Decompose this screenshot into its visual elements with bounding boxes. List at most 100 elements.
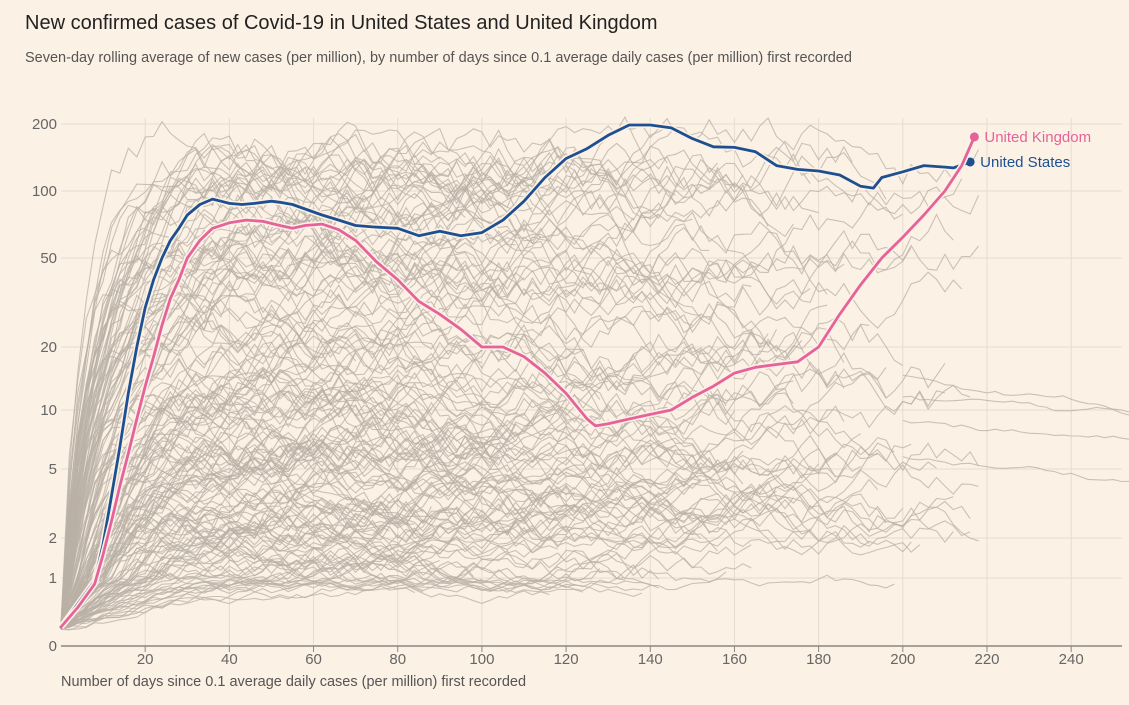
other-country-line [60, 251, 466, 628]
other-country-line [60, 332, 887, 630]
other-country-line [60, 129, 963, 629]
y-tick-label: 0 [49, 638, 57, 655]
axes: 0 1 2 5 10 20 50 100 200 20 40 60 80 100 120 140 160 180 2… [32, 116, 1122, 668]
other-country-line [60, 425, 744, 629]
other-country-line [60, 341, 786, 629]
other-country-line [902, 456, 1129, 483]
other-country-line [60, 214, 710, 630]
united-kingdom-label: United Kingdom [984, 129, 1091, 146]
other-country-line [60, 576, 643, 628]
other-country-line [60, 497, 954, 629]
x-tick-label: 20 [137, 651, 154, 668]
other-country-line [902, 419, 1129, 440]
y-tick-label: 100 [32, 183, 57, 200]
other-country-line [60, 429, 517, 626]
y-tick-label: 2 [49, 530, 57, 547]
other-country-line [902, 395, 1129, 413]
other-country-line [60, 477, 794, 628]
x-tick-label: 40 [221, 651, 238, 668]
other-country-line [60, 511, 811, 627]
other-country-line [60, 338, 357, 629]
y-tick-label: 50 [40, 250, 57, 267]
other-country-line [60, 432, 979, 630]
other-country-line [902, 374, 1129, 416]
united-states-label: United States [980, 154, 1070, 171]
other-country-line [60, 186, 533, 629]
other-country-line [60, 426, 676, 629]
other-country-line [60, 362, 946, 627]
other-country-line [60, 435, 483, 628]
x-tick-label: 120 [554, 651, 579, 668]
x-tick-label: 200 [890, 651, 915, 668]
other-country-line [60, 313, 769, 625]
other-country-line [60, 491, 887, 626]
x-tick-label: 140 [638, 651, 663, 668]
other-country-line [60, 170, 744, 625]
other-country-line [60, 387, 861, 628]
other-country-line [60, 530, 558, 626]
other-country-line [60, 350, 609, 625]
other-country-line [60, 292, 449, 627]
other-country-line [60, 176, 819, 629]
y-tick-label: 200 [32, 116, 57, 133]
other-country-line [60, 117, 853, 626]
other-country-line [60, 519, 752, 629]
y-tick-label: 1 [49, 570, 57, 587]
other-country-line [60, 246, 828, 630]
other-country-line [60, 274, 870, 630]
other-country-line [60, 508, 912, 626]
other-country-line [60, 549, 659, 627]
other-country-line [60, 372, 971, 629]
other-country-line [60, 386, 735, 626]
other-country-line [60, 496, 954, 626]
other-country-line [60, 535, 440, 628]
other-country-line [60, 564, 660, 629]
chart-subtitle: Seven-day rolling average of new cases (… [25, 50, 852, 66]
x-tick-label: 80 [389, 651, 406, 668]
y-tick-label: 20 [40, 339, 57, 356]
x-tick-label: 100 [469, 651, 494, 668]
other-country-line [60, 128, 668, 626]
other-country-line [60, 554, 601, 626]
other-country-line [60, 267, 828, 629]
other-country-line [60, 227, 508, 625]
united-states-endpoint [965, 157, 975, 167]
other-country-line [60, 442, 861, 630]
other-country-line [60, 210, 760, 627]
other-country-line [60, 155, 559, 628]
other-country-line [60, 444, 777, 628]
other-country-line [60, 221, 912, 630]
other-country-line [60, 388, 845, 625]
other-countries-lines [60, 115, 1129, 631]
x-axis-label: Number of days since 0.1 average daily c… [61, 674, 527, 690]
x-tick-label: 180 [806, 651, 831, 668]
other-country-line [60, 144, 676, 626]
other-country-line [60, 349, 794, 629]
united-kingdom-endpoint [969, 132, 979, 142]
other-country-line [60, 332, 735, 628]
other-country-line [60, 572, 584, 626]
other-country-line [60, 145, 559, 626]
x-tick-label: 240 [1059, 651, 1084, 668]
other-country-line [60, 563, 575, 626]
other-country-line [60, 406, 601, 629]
other-country-line [60, 218, 693, 629]
other-country-line [60, 284, 769, 627]
other-country-line [60, 498, 407, 629]
y-tick-label: 5 [49, 461, 57, 478]
other-country-line [60, 344, 946, 628]
other-country-line [60, 477, 870, 626]
other-country-line [60, 488, 904, 628]
other-country-line [60, 475, 668, 630]
y-tick-label: 10 [40, 402, 57, 419]
x-tick-label: 60 [305, 651, 322, 668]
other-country-line [60, 249, 811, 628]
other-country-line [60, 584, 424, 630]
other-country-line [60, 571, 727, 631]
chart-title: New confirmed cases of Covid-19 in Unite… [25, 12, 658, 34]
other-country-line [60, 126, 668, 628]
other-country-line [60, 580, 415, 630]
highlighted-series: United States United Kingdom [58, 122, 1091, 629]
united-states-line [59, 123, 972, 629]
